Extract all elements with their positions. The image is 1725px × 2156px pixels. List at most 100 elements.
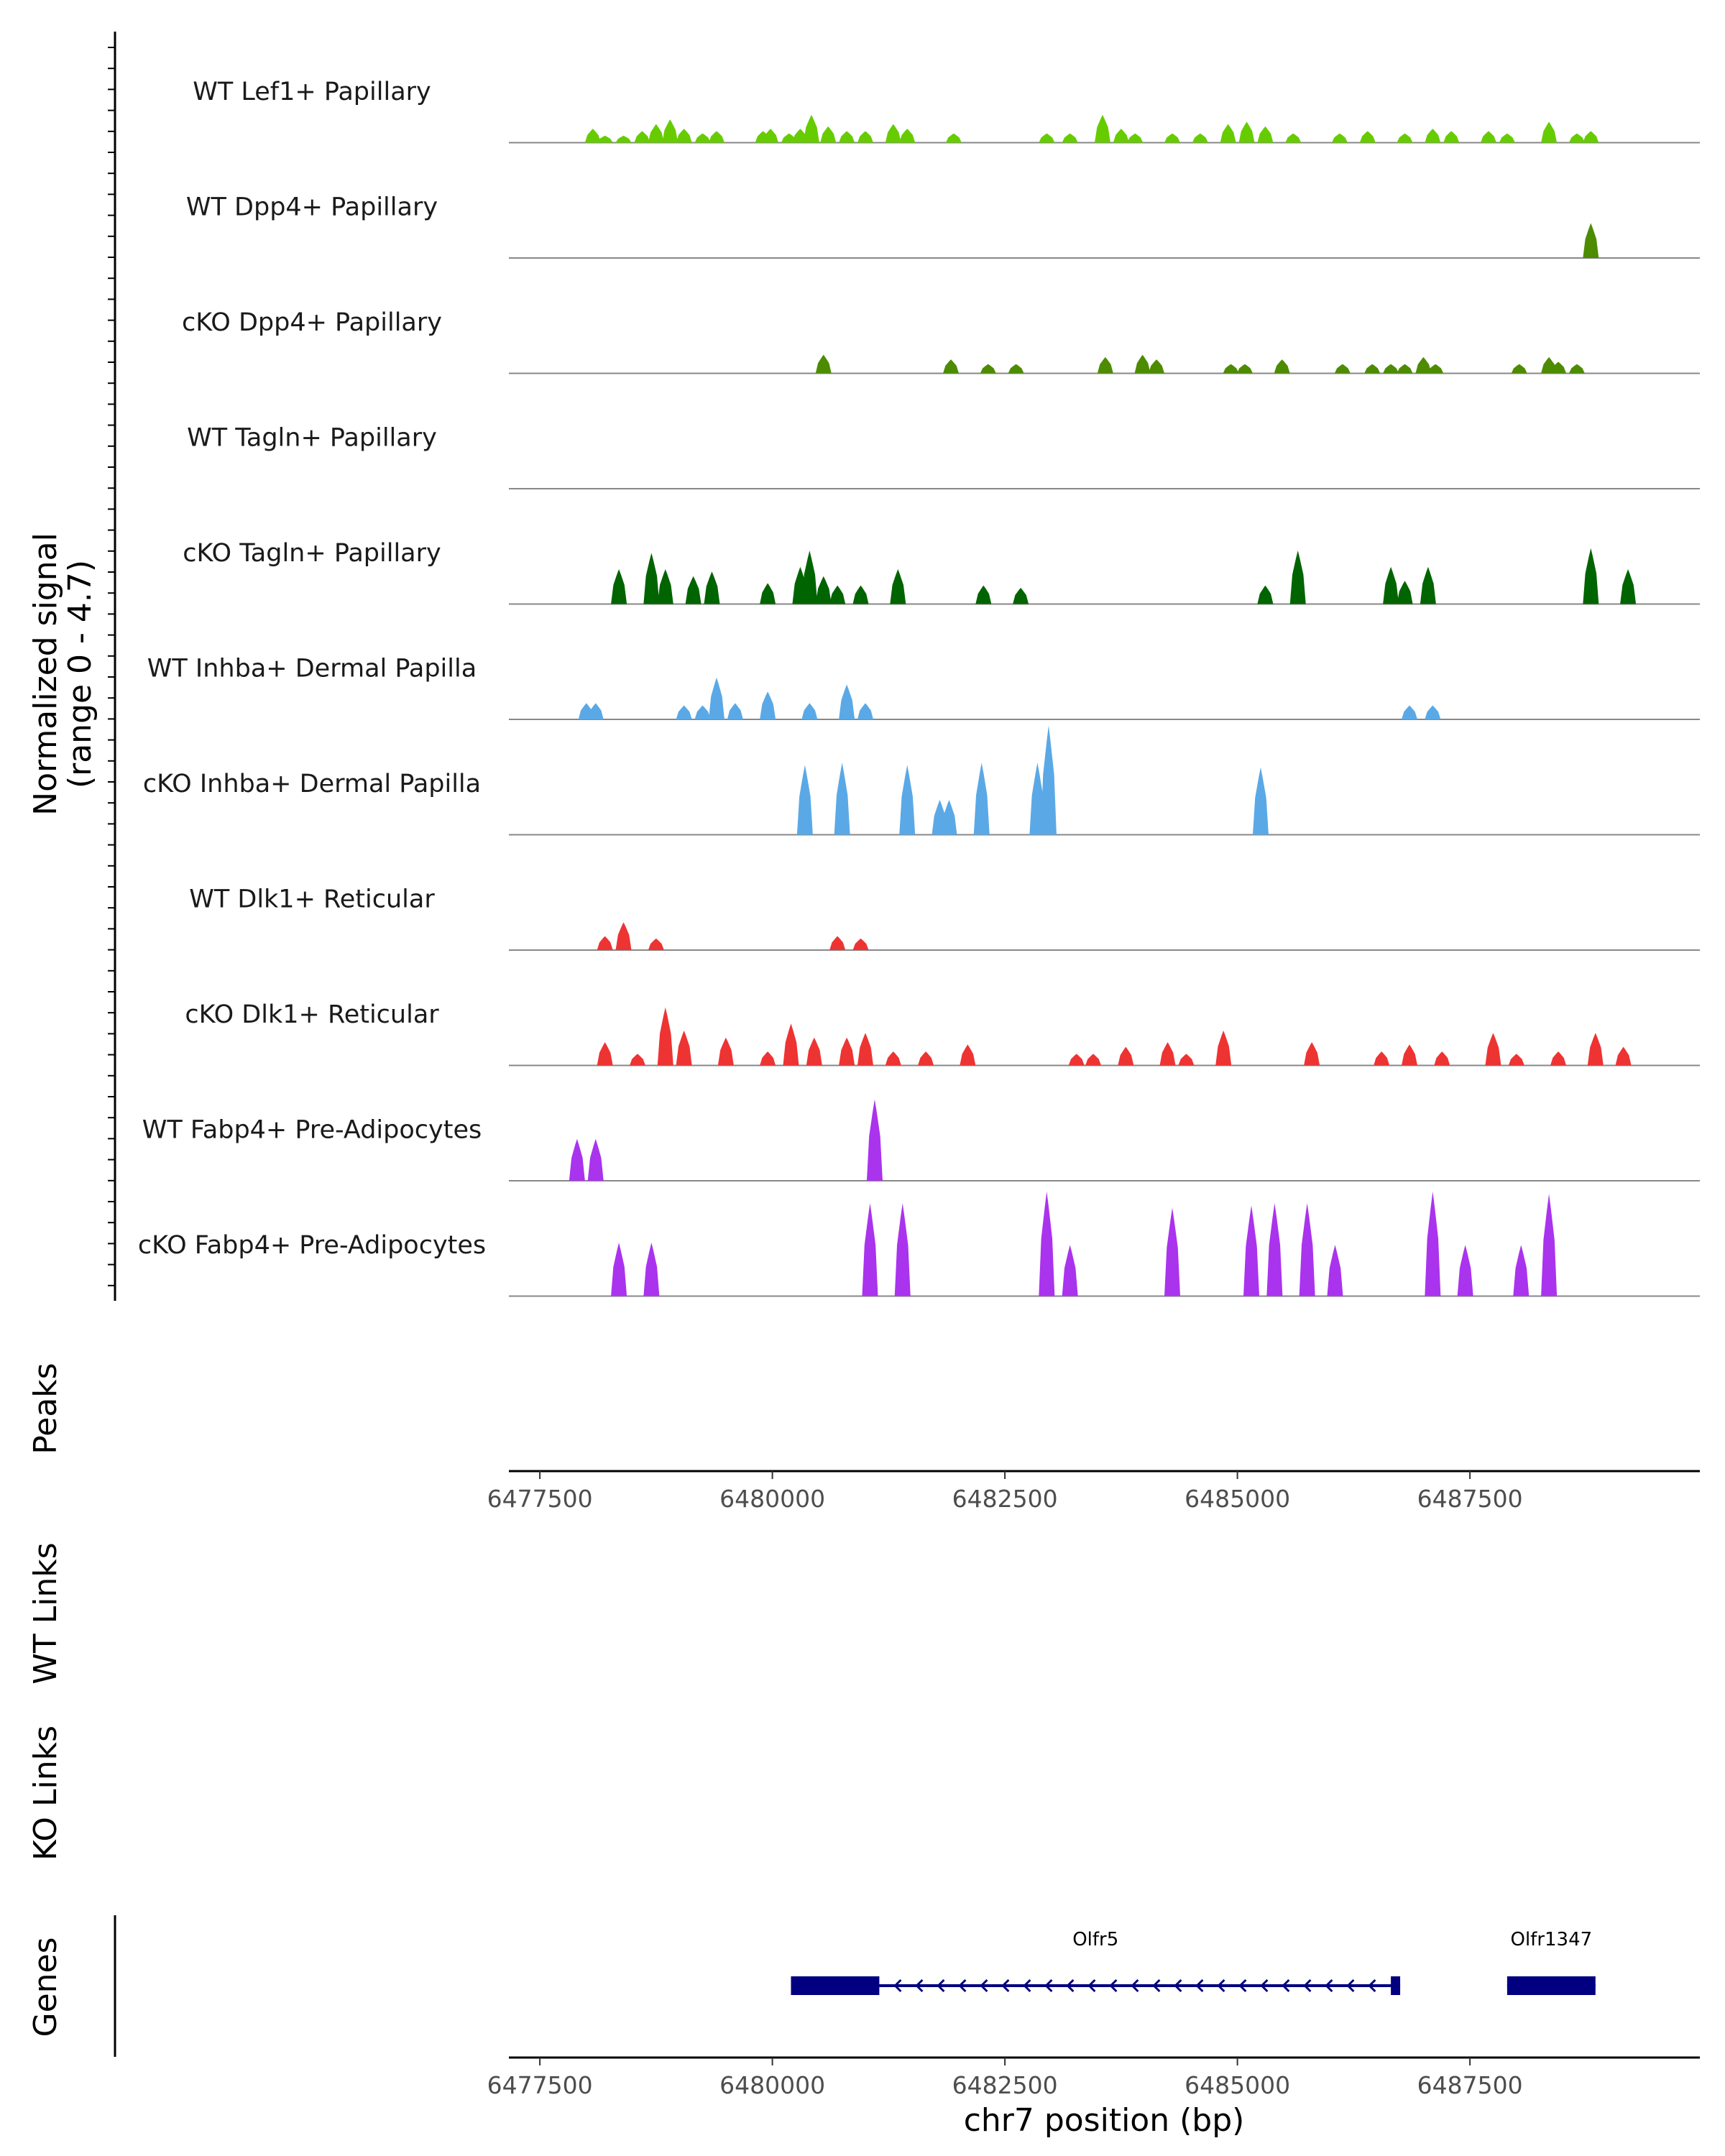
signal-peak [1513,1245,1530,1296]
signal-peak [1334,364,1351,374]
signal-peak [1425,129,1441,143]
signal-peak [1541,121,1558,143]
track-label: cKO Dlk1+ Reticular [185,1000,439,1029]
signal-peak [1113,129,1129,143]
signal-peak [918,1051,934,1066]
signal-peak [1039,1191,1055,1296]
signal-peak [857,131,874,143]
track-label: WT Fabp4+ Pre-Adipocytes [142,1116,482,1145]
signal-peak [866,1099,883,1181]
signal-peak [1266,1203,1283,1296]
signal-peak [1159,1042,1176,1066]
signal-peak [857,703,874,719]
signal-peak [634,131,650,143]
signal-peak [1257,585,1274,604]
gene-exon [1506,1976,1596,1995]
signal-peak [611,1243,627,1296]
signal-peak [829,936,846,950]
signal-peak [1029,763,1046,835]
signal-peak [704,571,720,604]
strand-arrow [1001,1978,1010,1993]
signal-peak [1620,568,1637,604]
signal-peak [1568,133,1585,143]
signal-peak [1331,133,1348,143]
panel-label: WT Links [27,1542,64,1684]
signal-peak [975,585,992,604]
signal-peak [685,576,702,604]
signal-peak [763,129,779,143]
track-label: cKO Tagln+ Papillary [183,539,441,568]
signal-peak [1508,1054,1524,1066]
x-tick-label: 6480000 [719,1485,825,1513]
y-axis-label-line1: Normalized signal [27,533,64,816]
signal-peak [1085,1054,1102,1066]
x-axis-label: chr7 position (bp) [964,2102,1245,2139]
signal-peak [781,133,797,143]
signal-peak [1480,131,1496,143]
signal-peak [1299,1203,1315,1296]
signal-peak [1192,133,1208,143]
signal-peak [1587,1033,1604,1066]
track-label: WT Inhba+ Dermal Papilla [147,655,477,683]
strand-arrow [1325,1978,1333,1993]
signal-peak [760,583,776,604]
signal-peak [1097,356,1113,374]
signal-peak [960,1044,976,1066]
signal-peak [597,135,613,143]
signal-peak [1304,1042,1320,1066]
signal-peak [1164,1207,1181,1296]
signal-peak [796,765,813,835]
signal-peak [1236,364,1253,374]
signal-peak [1374,1051,1390,1066]
signal-peak [1550,361,1567,374]
signal-peak [676,1030,692,1066]
signal-peak [597,1042,613,1066]
signal-peak [615,922,632,950]
signal-peak [629,1054,645,1066]
strand-arrow [980,1978,988,1993]
strand-arrow [1282,1978,1290,1993]
signal-peak [1568,364,1585,374]
signal-peak [945,133,962,143]
x-tick-label: 6487500 [1417,1485,1523,1513]
signal-peak [783,1023,799,1066]
signal-peak [1583,548,1599,604]
track: cKO Tagln+ Papillary [183,539,1700,605]
signal-y-axis [108,32,116,1301]
strand-arrow [1131,1978,1139,1993]
signal-peak [1013,587,1029,604]
track: WT Lef1+ Papillary [193,78,1700,144]
signal-peak [1583,131,1599,143]
strand-arrow [1023,1978,1031,1993]
x-tick-label: 6480000 [719,2071,825,2099]
signal-peak [1062,1245,1078,1296]
strand-arrow [1260,1978,1269,1993]
signal-peak [727,703,743,719]
signal-peak [899,765,916,835]
signal-peak [890,568,906,604]
signal-peak [834,763,850,835]
signal-peak [648,124,664,143]
signal-peak [1134,354,1151,374]
track-label: WT Dpp4+ Papillary [186,193,438,222]
strand-arrow [915,1978,924,1993]
signal-peak [643,553,660,604]
gene-name-label: Olfr1347 [1510,1929,1592,1950]
track: WT Dpp4+ Papillary [186,193,1700,259]
strand-arrow [1044,1978,1053,1993]
signal-peak [1118,1046,1134,1066]
x-tick-label: 6477500 [487,2071,593,2099]
signal-peak [839,1037,855,1066]
signal-peak [676,705,692,719]
signal-peak [1583,223,1599,258]
track: WT Inhba+ Dermal Papilla [147,655,1700,720]
signal-peak [839,131,855,143]
x-tick-label: 6482500 [952,2071,1058,2099]
signal-peak [1420,566,1436,604]
signal-peak [973,763,990,835]
y-axis-label-line2: (range 0 - 4.7) [62,560,98,788]
signal-peak [1127,133,1144,143]
x-tick-label: 6477500 [487,1485,593,1513]
gene: Olfr5 [791,1929,1401,1995]
signal-peak [569,1138,585,1181]
